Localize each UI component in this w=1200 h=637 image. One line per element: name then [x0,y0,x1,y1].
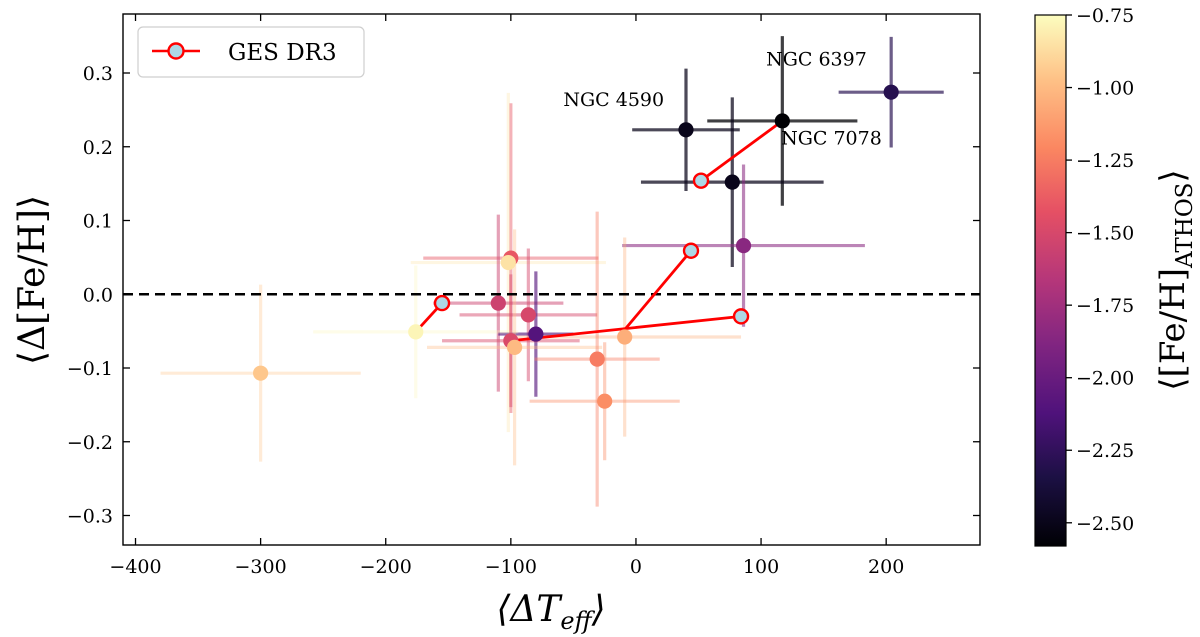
data-point [490,295,506,311]
y-tick-label: 0.0 [83,284,113,306]
ges-connector [510,314,742,343]
data-point [408,324,424,340]
data-point [735,237,752,254]
colorbar [1034,14,1067,547]
x-tick-label: −200 [360,556,412,578]
colorbar-tick-label: −2.50 [1076,513,1134,535]
x-tick-label: 0 [630,556,642,578]
ges-point [732,308,750,325]
x-axis-ticks: −400 −300 −200 −100 0 100 200 [109,14,904,578]
colorbar-ticks: −2.50 −2.25 −2.00 −1.75 −1.50 −1.25 −1.00 −0.75 [1066,5,1134,535]
y-tick-label: −0.2 [67,432,113,454]
data-point [883,84,899,100]
data-point [617,329,633,345]
y-tick-label: 0.2 [83,137,113,159]
legend-marker [167,42,185,60]
cluster-annotations: NGC 6397 NGC 4590 NGC 7078 [563,49,881,150]
colorbar-tick-label: −1.50 [1076,223,1134,245]
cluster-label: NGC 7078 [781,128,882,150]
x-tick-label: 100 [743,556,779,578]
y-tick-label: 0.1 [83,211,113,233]
y-tick-label: 0.3 [83,63,113,85]
data-point [724,174,740,190]
error-bars [160,36,944,507]
data-point [589,351,605,367]
ges-connector [700,119,784,182]
data-point [528,326,544,342]
legend-label: GES DR3 [228,40,337,66]
ges-markers [433,172,750,325]
x-tick-label: −400 [109,556,161,578]
colorbar-tick-label: −1.75 [1076,295,1134,317]
x-tick-label: −300 [235,556,287,578]
colorbar-tick-label: −2.00 [1076,368,1134,390]
plot-frame [122,13,981,546]
data-point [597,393,613,409]
colorbar-tick-label: −2.25 [1076,440,1134,462]
legend: GES DR3 [137,26,365,78]
y-axis-ticks: −0.3 −0.2 −0.1 0.0 0.1 0.2 0.3 [67,63,980,528]
data-point [520,307,536,323]
ges-connector [623,249,693,331]
ges-point [682,242,700,259]
ges-point [433,294,451,312]
ges-connector-lines [414,119,784,343]
data-markers [253,84,899,409]
colorbar-label: ⟨[Fe/H]ATHOS⟩ [1153,169,1198,390]
x-tick-label: 200 [868,556,904,578]
colorbar-tick-label: −1.25 [1076,150,1134,172]
x-tick-label: −100 [485,556,537,578]
y-axis-label: ⟨Δ[Fe/H]⟩ [12,195,53,365]
x-axis-label: ⟨ΔTeff⟩ [496,589,605,635]
colorbar-tick-label: −1.00 [1076,78,1134,100]
cluster-label: NGC 6397 [766,49,867,71]
data-point [678,122,694,138]
data-point [774,113,790,129]
y-tick-label: −0.1 [67,358,113,380]
y-tick-label: −0.3 [67,506,113,528]
colorbar-tick-label: −0.75 [1076,5,1134,27]
ges-point [692,172,710,189]
data-point [500,254,516,271]
data-point [253,365,269,381]
cluster-label: NGC 4590 [563,89,664,111]
data-point [506,339,523,355]
